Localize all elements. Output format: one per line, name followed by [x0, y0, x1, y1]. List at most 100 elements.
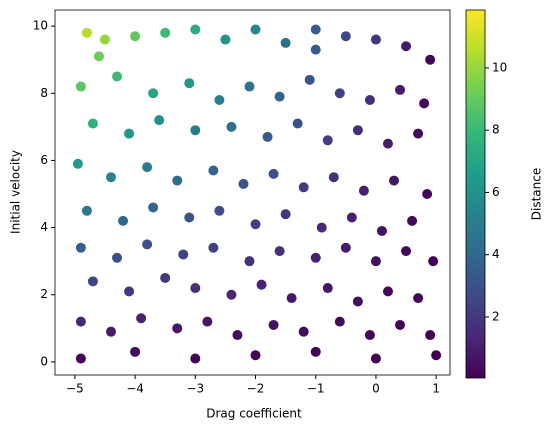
- point: [419, 98, 430, 109]
- point: [352, 125, 363, 136]
- point: [413, 128, 424, 139]
- point: [112, 252, 123, 263]
- point: [250, 219, 261, 230]
- point: [75, 242, 86, 253]
- point: [124, 128, 135, 139]
- point: [346, 212, 357, 223]
- point: [226, 289, 237, 300]
- point: [428, 256, 439, 267]
- point: [184, 78, 195, 89]
- point: [382, 286, 393, 297]
- x-tick-label: −5: [66, 382, 84, 396]
- point: [286, 293, 297, 304]
- y-tick-label: 2: [40, 287, 48, 301]
- point: [130, 346, 141, 357]
- x-tick-label: −4: [126, 382, 144, 396]
- point: [154, 115, 165, 126]
- point: [105, 172, 116, 183]
- point: [328, 172, 339, 183]
- point: [262, 131, 273, 142]
- point: [87, 118, 98, 129]
- point: [244, 256, 255, 267]
- point: [322, 135, 333, 146]
- point: [370, 34, 381, 45]
- y-tick-label: 10: [33, 19, 48, 33]
- point: [370, 353, 381, 364]
- point: [364, 330, 375, 341]
- point: [425, 330, 436, 341]
- point: [99, 34, 110, 45]
- point: [118, 215, 129, 226]
- point: [148, 88, 159, 99]
- point: [376, 225, 387, 236]
- x-tick-label: 0: [372, 382, 380, 396]
- point: [142, 162, 153, 173]
- colorbar-tick-label: 4: [492, 247, 500, 261]
- point: [322, 283, 333, 294]
- point: [214, 94, 225, 105]
- point: [280, 37, 291, 48]
- point: [370, 256, 381, 267]
- x-tick-label: 1: [432, 382, 440, 396]
- point: [274, 91, 285, 102]
- point: [389, 175, 400, 186]
- point: [208, 242, 219, 253]
- point: [178, 249, 189, 260]
- y-axis-label: Initial velocity: [9, 150, 23, 234]
- point: [364, 94, 375, 105]
- point: [274, 246, 285, 257]
- point: [75, 353, 86, 364]
- point: [334, 88, 345, 99]
- point: [238, 178, 249, 189]
- y-tick-label: 6: [40, 153, 48, 167]
- y-tick-label: 0: [40, 354, 48, 368]
- colorbar-tick-label: 10: [492, 60, 507, 74]
- point: [72, 158, 83, 169]
- point: [280, 209, 291, 220]
- point: [184, 212, 195, 223]
- point: [358, 185, 369, 196]
- point: [190, 283, 201, 294]
- point: [268, 319, 279, 330]
- point: [214, 205, 225, 216]
- point: [292, 118, 303, 129]
- point: [190, 353, 201, 364]
- colorbar-tick-label: 8: [492, 123, 500, 137]
- point: [304, 74, 315, 85]
- point: [310, 252, 321, 263]
- point: [124, 286, 135, 297]
- point: [431, 350, 442, 361]
- point: [142, 239, 153, 250]
- point: [352, 296, 363, 307]
- colorbar: [465, 9, 486, 379]
- point: [81, 205, 92, 216]
- plot-frame: [54, 9, 451, 376]
- y-tick-label: 8: [40, 86, 48, 100]
- point: [334, 316, 345, 327]
- point: [172, 323, 183, 334]
- point: [401, 41, 412, 52]
- point: [395, 319, 406, 330]
- point: [298, 326, 309, 337]
- point: [310, 24, 321, 35]
- point: [220, 34, 231, 45]
- point: [401, 246, 412, 257]
- point: [268, 168, 279, 179]
- point: [93, 51, 104, 62]
- point: [244, 81, 255, 92]
- point: [202, 316, 213, 327]
- point: [232, 330, 243, 341]
- x-axis-label: Drag coefficient: [206, 407, 302, 421]
- x-tick-label: −1: [307, 382, 325, 396]
- point: [256, 279, 267, 290]
- point: [160, 27, 171, 38]
- point: [190, 125, 201, 136]
- point: [340, 242, 351, 253]
- point: [340, 31, 351, 42]
- point: [413, 293, 424, 304]
- point: [298, 182, 309, 193]
- point: [395, 84, 406, 95]
- point: [382, 138, 393, 149]
- y-tick-label: 4: [40, 220, 48, 234]
